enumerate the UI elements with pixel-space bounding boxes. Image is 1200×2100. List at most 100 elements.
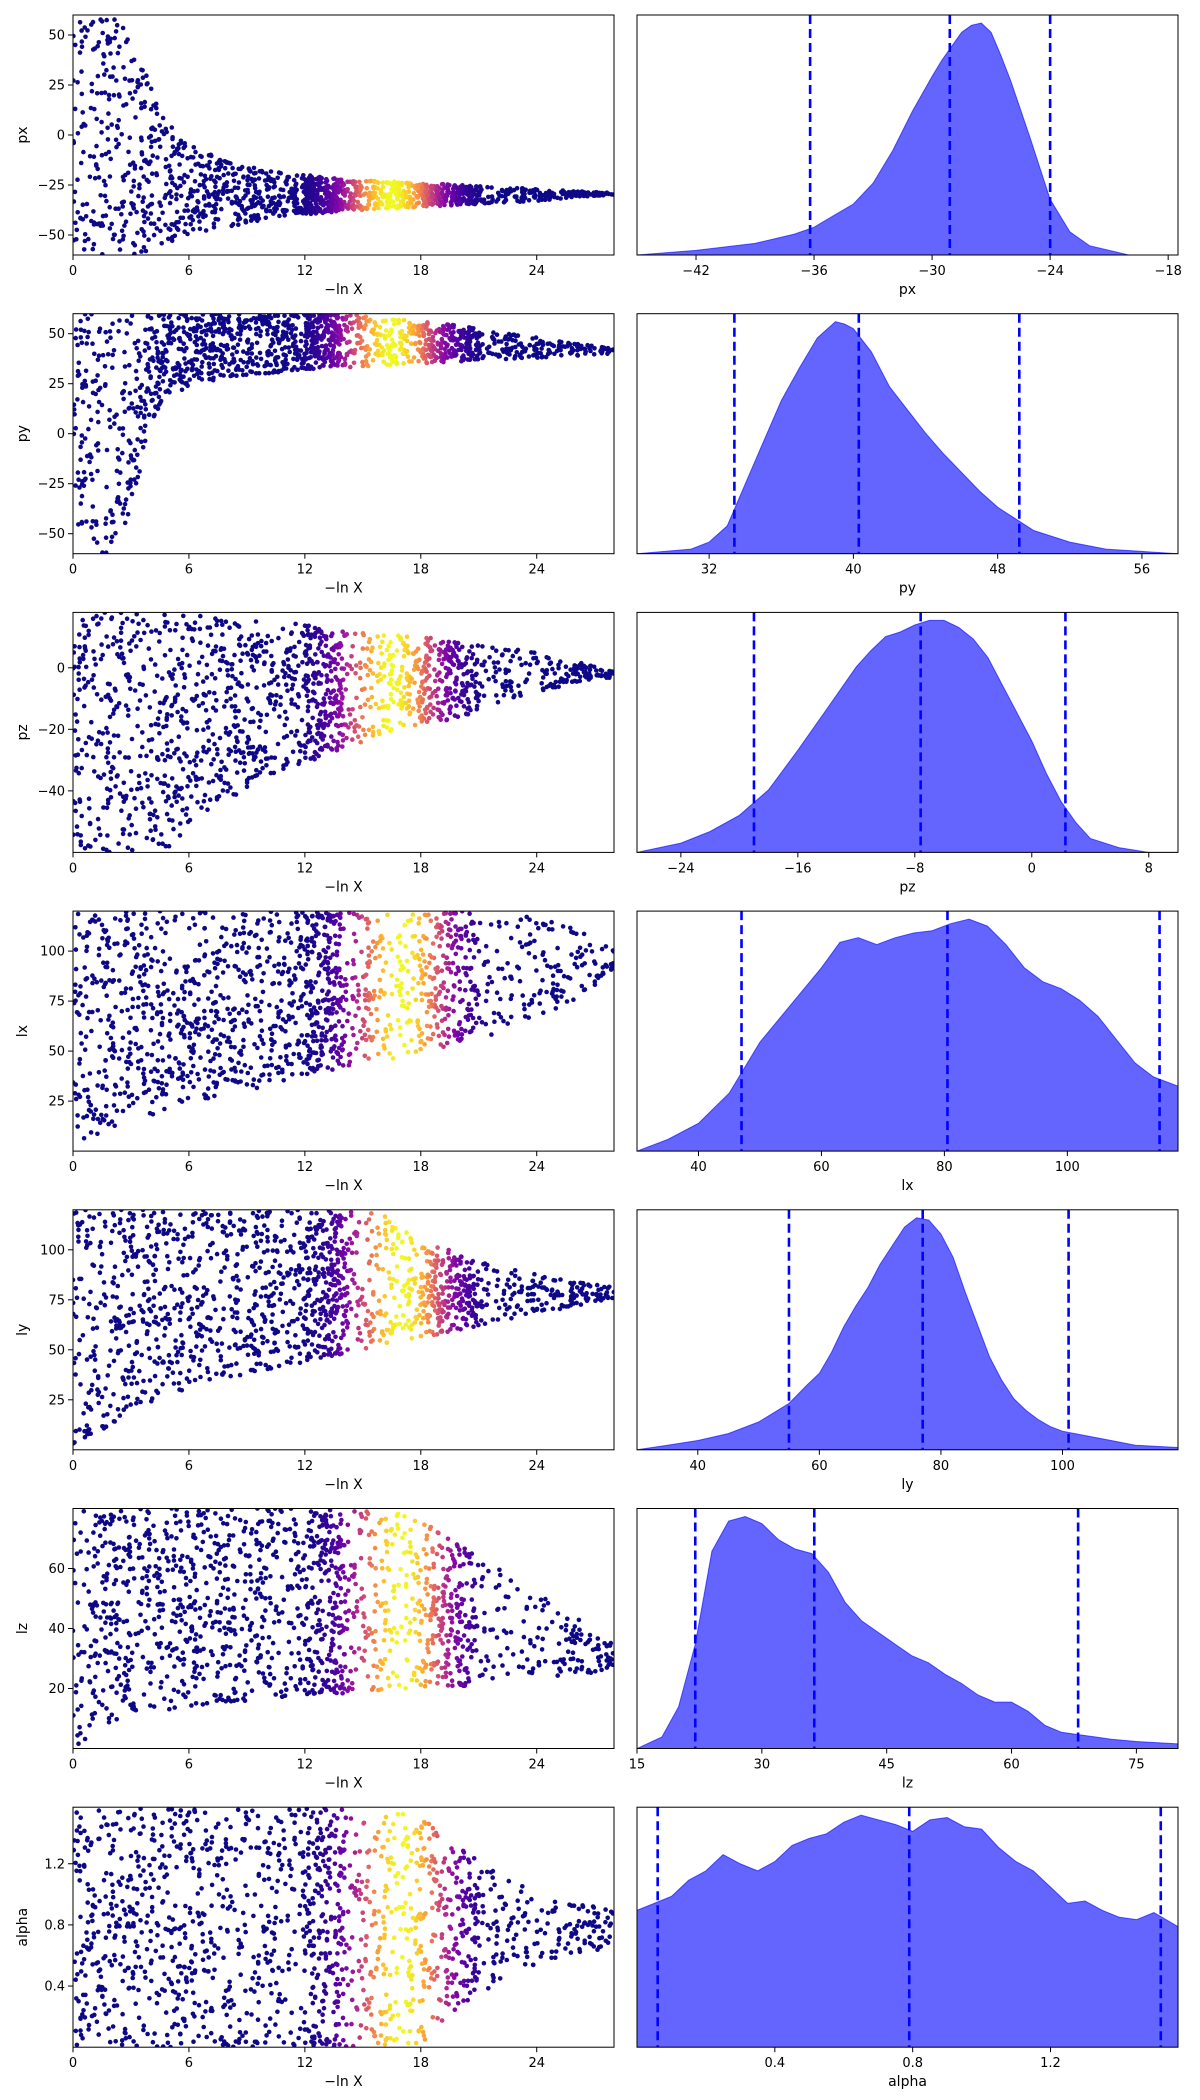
scatter-py-point [131,406,136,411]
scatter-px-point [105,137,111,142]
scatter-pz-point [314,659,320,665]
scatter-py-point [337,342,342,347]
scatter-px-point [143,248,149,254]
scatter-pz-point [344,735,349,741]
scatter-pz-point [220,622,225,627]
scatter-px-point [141,174,146,179]
scatter-py-point [145,313,151,318]
scatter-pz-point [153,628,159,633]
scatter-pz-point [138,753,143,759]
scatter-px-point [532,195,538,200]
scatter-pz-point [239,670,244,676]
scatter-py-point [144,389,149,394]
scatter-py-point [77,485,82,490]
scatter-pz-point [357,660,363,665]
scatter-pz-point [121,799,127,804]
scatter-pz-point [196,776,201,782]
scatter-pz-point [128,769,134,774]
scatter-py-point [309,323,315,328]
scatter-pz-point [495,660,501,665]
scatter-px-point [474,185,479,190]
scatter-px-point [75,80,80,85]
scatter-py-point [518,341,524,346]
scatter-py-point [335,315,341,320]
scatter-px-point [511,187,517,193]
scatter-py-point [110,321,115,327]
scatter-pz-point [188,778,193,783]
scatter-px-point [179,176,184,181]
scatter-py-point [181,325,186,330]
scatter-pz-point [198,613,203,619]
scatter-py-point [89,313,94,317]
scatter-px-point [263,215,269,221]
scatter-px-point [104,67,109,73]
scatter-pz-point [243,642,248,648]
scatter-px-point [176,151,182,157]
scatter-pz-point [180,635,185,641]
scatter-pz-point [487,655,492,660]
scatter-pz-point [184,622,189,627]
scatter-py-point [375,348,381,354]
scatter-py-point [281,352,287,357]
scatter-py-point [421,332,427,337]
scatter-px-point [99,19,105,24]
scatter-pz-point [156,841,162,847]
scatter-pz-point [80,652,86,658]
scatter-px-point [252,183,258,188]
scatter-pz-point [422,660,428,665]
scatter-py-xtick-label: 12 [297,563,314,578]
scatter-pz-point [141,617,146,623]
scatter-px-point [199,154,204,160]
scatter-py-point [549,342,555,348]
scatter-px-point [265,194,271,199]
scatter-pz-point [119,808,124,813]
scatter-pz-point [120,620,125,626]
scatter-py-point [291,356,296,362]
scatter-py-point [132,340,138,346]
scatter-pz-point [164,717,169,723]
scatter-px-point [538,196,543,201]
scatter-pz-point [76,737,81,742]
scatter-py-point [228,373,233,379]
scatter-py-point [281,322,286,327]
scatter-py-point [75,397,80,402]
scatter-px-point [157,123,162,128]
scatter-py-point [437,329,443,335]
scatter-pz-point [147,705,153,710]
scatter-pz-point [396,702,401,707]
scatter-pz-point [75,752,81,757]
scatter-lx-point [577,945,583,951]
scatter-py-point [582,346,587,352]
scatter-px-point [92,106,97,112]
scatter-px-point [160,210,165,216]
scatter-pz-point [261,683,267,688]
scatter-pz-point [253,619,259,624]
scatter-pz-point [443,665,449,671]
scatter-py-point [414,331,420,336]
scatter-lx-point [502,975,508,981]
scatter-py-point [328,363,333,369]
scatter-lx-point [384,1034,390,1039]
scatter-pz-point [166,843,172,849]
scatter-pz-point [510,653,516,659]
density-pz-xlabel: pz [899,879,915,895]
scatter-px-point [103,182,108,188]
scatter-lx-point [157,911,163,914]
scatter-py-point [533,335,539,340]
scatter-pz-point [424,675,430,681]
scatter-py-point [171,337,177,343]
scatter-px-point [92,175,98,181]
scatter-px-point [114,78,119,83]
scatter-pz-point [257,770,263,775]
scatter-py-point [258,316,264,321]
scatter-px-point [87,174,93,180]
scatter-px-point [101,178,107,184]
scatter-pz-point [428,635,433,641]
scatter-py-point [348,313,353,318]
scatter-py-point [364,318,369,324]
scatter-pz-point [540,675,546,680]
scatter-pz-point [362,732,368,738]
scatter-pz-point [436,657,442,663]
scatter-py-point [201,328,207,334]
scatter-px-point [203,203,208,208]
